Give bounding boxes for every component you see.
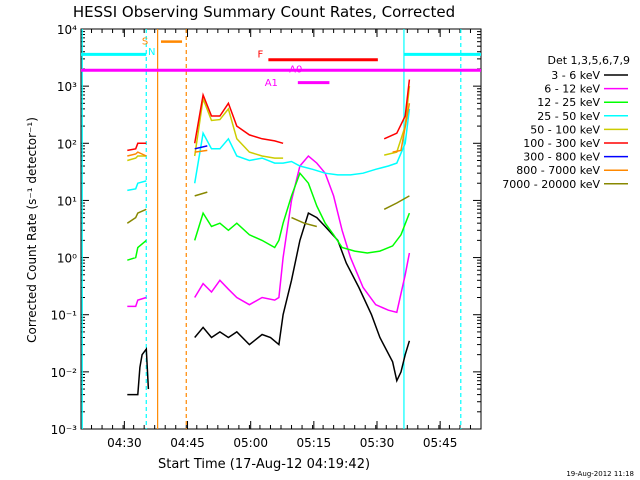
flag-label: S xyxy=(142,36,148,47)
x-axis-label: Start Time (17-Aug-12 04:19:42) xyxy=(158,457,370,472)
series-line xyxy=(127,103,411,157)
flag-label: A1 xyxy=(265,78,278,89)
flag-label: A0 xyxy=(289,64,302,75)
x-tick-label: 04:45 xyxy=(170,436,205,450)
legend-label: 12 - 25 keV xyxy=(537,96,600,109)
series-line xyxy=(127,86,411,162)
x-tick-label: 05:15 xyxy=(297,436,332,450)
series-line xyxy=(127,154,411,314)
series-line xyxy=(195,143,410,149)
x-tick-label: 05:45 xyxy=(423,436,458,450)
legend-label: 6 - 12 keV xyxy=(544,83,600,96)
plot-area: 10⁻³ 10⁻² 10⁻¹ 10⁰ 10¹ 10² 10³ 10⁴ 04:30 04:45 05:… xyxy=(51,23,482,450)
y-tick-label: 10³ xyxy=(57,80,77,94)
timestamp: 19-Aug-2012 11:18 xyxy=(566,470,634,478)
chart-title: HESSI Observing Summary Count Rates, Cor… xyxy=(73,3,455,21)
legend-label: 7000 - 20000 keV xyxy=(502,178,600,191)
legend-label: 3 - 6 keV xyxy=(551,69,600,82)
series-line xyxy=(127,171,411,261)
legend-label: 800 - 7000 keV xyxy=(516,164,600,177)
flag-label: N xyxy=(148,47,155,58)
y-tick-label: 10⁻² xyxy=(51,366,78,380)
legend-label: 300 - 800 keV xyxy=(523,151,600,164)
series-line xyxy=(127,212,411,396)
y-tick-label: 10¹ xyxy=(57,194,77,208)
series-line xyxy=(126,191,410,228)
x-tick-label: 04:30 xyxy=(107,436,142,450)
y-tick-label: 10⁻¹ xyxy=(51,309,78,323)
series-line xyxy=(127,108,411,192)
legend-label: 100 - 300 keV xyxy=(523,137,600,150)
y-tick-label: 10² xyxy=(57,137,77,151)
flag-label: F xyxy=(257,49,263,60)
x-tick-label: 05:00 xyxy=(233,436,268,450)
series-line xyxy=(127,79,411,152)
y-tick-label: 10⁰ xyxy=(57,252,77,266)
legend-label: 25 - 50 keV xyxy=(537,110,600,123)
legend-label: 50 - 100 keV xyxy=(530,123,600,136)
x-tick-label: 05:30 xyxy=(360,436,395,450)
y-tick-label: 10⁻³ xyxy=(51,423,78,437)
y-axis-label: Corrected Count Rate (s⁻¹ detector⁻¹) xyxy=(25,117,39,343)
legend-title: Det 1,3,5,6,7,9 xyxy=(547,54,630,67)
y-tick-label: 10⁴ xyxy=(57,23,77,37)
